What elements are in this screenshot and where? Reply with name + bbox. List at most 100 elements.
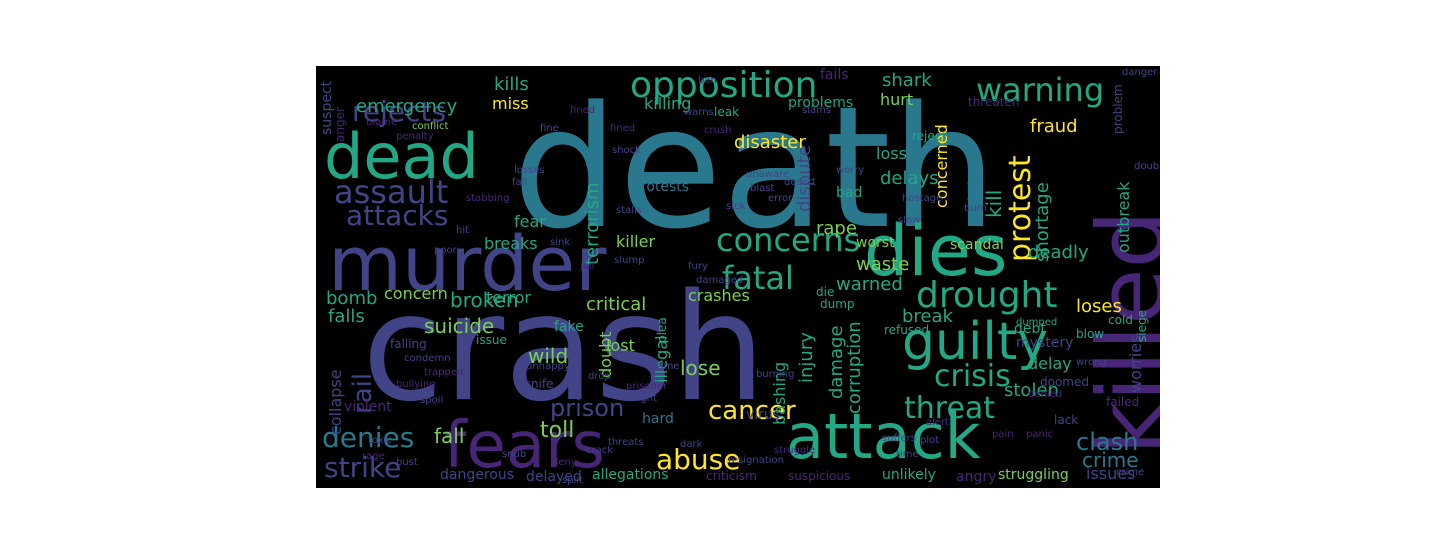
word-suspicious: suspicious [788,469,851,483]
word-losses: losses [514,165,545,176]
word-falling: falling [390,337,427,351]
word-scandal: scandal [950,237,1004,253]
word-jail: jail [580,261,595,272]
word-emergency: emergency [356,96,458,117]
word-time: time [896,449,919,460]
word-struggle: struggle [774,445,816,456]
word-terrorism: terrorism [582,182,603,265]
word-desert: desert [784,177,816,188]
word-wild: wild [528,344,569,368]
word-split: split [562,475,584,486]
word-disaster: disaster [734,132,806,153]
word-resignation: resignation [728,455,785,466]
word-attacks: attacks [346,199,449,232]
word-hostage: hostage [902,193,943,204]
word-collapse: collapse [326,369,345,435]
word-clash: clash [1076,428,1139,456]
word-unlikely: unlikely [882,467,936,483]
word-knife: knife [524,377,554,391]
word-failed: failed [1106,395,1140,409]
word-lack: lack [1054,413,1079,427]
word-ban: ban [698,75,717,86]
word-panic: panic [1026,429,1054,440]
word-anger: anger [333,107,347,142]
word-warns: warns [684,107,714,118]
word-kills: kills [494,74,529,95]
word-dead: dead [324,120,479,193]
word-outbreak: outbreak [1114,181,1133,254]
word-delays: delays [880,168,939,189]
word-hurt: hurt [880,90,914,109]
word-snub: snub [502,449,527,460]
word-falls: falls [328,306,365,327]
word-issue: issue [476,333,507,347]
word-bomb: bomb [326,288,378,309]
word-crashes: crashes [688,286,750,305]
word-break: break [902,306,953,327]
word-killing: killing [644,94,692,113]
word-murder: murder [328,219,607,308]
word-fear: fear [514,212,546,231]
word-dark: dark [680,439,703,450]
word-mystery: mystery [1016,335,1074,351]
word-die: die [816,285,835,299]
word-stalls: stalls [616,205,643,216]
word-struggling: struggling [998,467,1069,483]
word-strike: strike [324,451,402,484]
word-fears: fears [444,409,605,483]
word-angry: angry [956,469,997,485]
word-problems: problems [788,95,854,111]
word-dumped: dumped [1016,317,1058,328]
word-double: double [1134,161,1160,172]
word-plot: plot [920,435,940,446]
word-abuse: abuse [656,443,741,476]
word-pain: pain [992,429,1014,440]
word-protests: protests [632,179,690,195]
word-concerns: concerns [716,221,861,259]
word-burning: burning [756,369,795,380]
word-lose: lose [680,356,721,380]
word-loses: loses [1076,296,1122,317]
word-burn: burn [964,203,987,214]
word-bust: bust [396,457,418,468]
word-denied: denied [1028,389,1063,400]
word-shame: shame [646,361,680,372]
word-threat: threat [904,391,996,426]
word-problem: problem [1111,84,1125,134]
word-threaten: threaten [968,95,1020,109]
word-lost: lost [606,336,635,355]
word-debt: debt [1014,321,1046,337]
word-delayed: delayed [526,469,582,485]
word-worry: worry [836,165,865,176]
word-threats: threats [608,437,644,448]
word-fraud: fraud [1030,116,1078,137]
word-hit: hit [456,225,470,236]
word-breaks: breaks [484,234,538,253]
word-fail: fail [512,177,528,188]
word-slams: slams [802,105,832,116]
word-violent: violent [344,399,392,415]
word-prison: prison [550,394,625,422]
word-fails: fails [820,67,849,83]
word-denies: denies [322,421,415,454]
word-assault: assault [334,173,449,211]
word-blast: blast [750,183,775,194]
word-death: death [512,70,998,266]
word-waste: waste [856,254,910,275]
word-injury: injury [796,332,817,383]
word-fatal: fatal [722,259,794,297]
word-issues: issues [1086,464,1136,483]
word-terror: terror [486,288,532,307]
word-broken: broken [450,288,519,312]
word-cold: cold [1108,313,1133,327]
word-shock: shock [612,145,641,156]
word-delay: delay [1028,354,1072,373]
word-dies: dies [864,210,1008,292]
word-slump: slump [614,255,645,266]
word-crash: crash [362,262,766,434]
word-corruption: corruption [844,321,865,414]
word-unaware: unaware [746,169,790,180]
word-fight: fight [634,393,657,404]
word-toxic: toxic [368,435,392,446]
word-crime: crime [1082,448,1139,472]
